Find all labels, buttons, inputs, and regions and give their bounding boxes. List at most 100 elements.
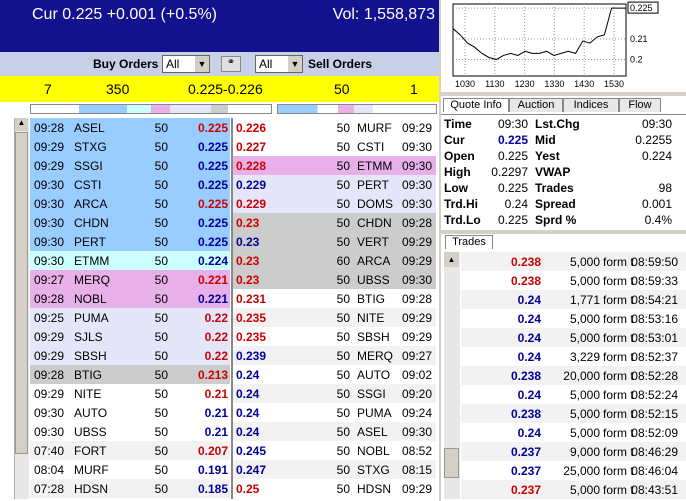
time: 08:52	[401, 444, 432, 458]
buy-row: 09:29 SBSH 50 0.22	[30, 346, 230, 365]
sell-filter[interactable]: All ▼	[255, 55, 303, 73]
trade-row: 0.238 5,000 form t 08:59:33	[461, 271, 686, 290]
time: 09:28	[401, 216, 432, 230]
x-tick-label: 1230	[515, 79, 535, 89]
size: 50	[336, 216, 350, 230]
time: 08:52:24	[631, 388, 678, 402]
price: 0.24	[236, 368, 260, 382]
price: 0.213	[197, 368, 228, 382]
trade-row: 0.238 5,000 form t 08:52:15	[461, 404, 686, 423]
quote-label: Lst.Chg	[535, 117, 580, 131]
size: 50	[336, 178, 350, 192]
buy-row: 09:25 PUMA 50 0.22	[30, 308, 230, 327]
price: 0.24	[517, 426, 541, 440]
sell-row: 0.25 50 HDSN 09:29	[233, 479, 436, 498]
size: 50	[154, 273, 168, 287]
price: 0.21	[204, 425, 228, 439]
market-maker: ASEL	[74, 121, 105, 135]
size: 1,771	[569, 293, 600, 307]
buy-filter-text: All	[166, 57, 180, 71]
scrollbar[interactable]: ▲	[444, 252, 460, 499]
price: 0.191	[197, 463, 228, 477]
price: 0.24	[517, 312, 541, 326]
scrollbar[interactable]: ▲	[14, 118, 29, 499]
size: 5,000	[569, 426, 600, 440]
scroll-up[interactable]: ▲	[444, 252, 459, 267]
size: 50	[154, 406, 168, 420]
price: 0.228	[236, 159, 267, 173]
time: 08:54:21	[631, 293, 678, 307]
size: 50	[154, 368, 168, 382]
sell-row: 0.24 50 SSGI 09:20	[233, 384, 436, 403]
time: 09:29	[401, 482, 432, 496]
buy-row: 09:30 AUTO 50 0.21	[30, 403, 230, 422]
sell-row: 0.23 50 VERT 09:29	[233, 232, 436, 251]
time: 08:52:37	[631, 350, 678, 364]
time: 09:30	[401, 273, 432, 287]
link-button[interactable]: ⚭	[221, 56, 241, 72]
header: Cur 0.225 +0.001 (+0.5%) Vol: 1,558,873	[0, 0, 439, 52]
trade-row: 0.237 5,000 form t 08:43:51	[461, 480, 686, 499]
sell-row: 0.247 50 STXG 08:15	[233, 460, 436, 479]
trade-row: 0.24 5,000 form t 08:52:24	[461, 385, 686, 404]
market-maker: CSTI	[74, 178, 102, 192]
scroll-thumb[interactable]	[15, 132, 28, 454]
buy-row: 09:29 NITE 50 0.21	[30, 384, 230, 403]
quote-label: Trd.Hi	[444, 197, 479, 211]
size: 50	[154, 482, 168, 496]
quote-label: Trd.Lo	[444, 213, 481, 227]
price: 0.227	[236, 140, 267, 154]
quote-label: Sprd %	[535, 213, 577, 227]
buy-label: Buy Orders	[93, 57, 159, 71]
scroll-up[interactable]: ▲	[15, 118, 28, 131]
condition: form t	[603, 312, 634, 326]
price: 0.24	[236, 387, 260, 401]
size: 50	[154, 254, 168, 268]
market-maker: STXG	[74, 140, 107, 154]
scroll-thumb[interactable]	[444, 448, 459, 478]
price: 0.24	[236, 406, 260, 420]
order-book: Cur 0.225 +0.001 (+0.5%) Vol: 1,558,873 …	[0, 0, 439, 501]
size: 50	[154, 216, 168, 230]
quote-value: 0.001	[641, 197, 672, 211]
price: 0.238	[510, 255, 541, 269]
tab[interactable]: Indices	[563, 98, 619, 112]
sell-row: 0.23 60 ARCA 09:29	[233, 251, 436, 270]
buy-row: 09:30 ARCA 50 0.225	[30, 194, 230, 213]
sell-count: 1	[410, 81, 418, 97]
dropdown[interactable]: ▼	[195, 56, 209, 72]
x-tick-label: 1330	[544, 79, 564, 89]
last-price-box	[627, 1, 659, 14]
trade-row: 0.24 1,771 form t 08:54:21	[461, 290, 686, 309]
market-maker: HDSN	[74, 482, 109, 496]
time: 09:29	[34, 349, 65, 363]
buy-row: 07:40 FORT 50 0.207	[30, 441, 230, 460]
tab[interactable]: Quote Info	[443, 98, 509, 112]
buy-row: 09:28 ASEL 50 0.225	[30, 118, 230, 137]
market-maker: BTIG	[74, 368, 103, 382]
market-maker: ETMM	[74, 254, 110, 268]
market-maker: AUTO	[74, 406, 108, 420]
time: 08:43:51	[631, 483, 678, 497]
buy-filter[interactable]: All ▼	[162, 55, 210, 73]
size: 5,000	[569, 331, 600, 345]
market-maker: AUTO	[357, 368, 391, 382]
size: 50	[336, 159, 350, 173]
tab[interactable]: Auction	[509, 98, 563, 112]
tab[interactable]: Flow	[619, 98, 661, 112]
quote-label: Cur	[444, 133, 465, 147]
time: 08:53:01	[631, 331, 678, 345]
quote-value: 0.225	[497, 181, 528, 195]
price: 0.237	[510, 483, 541, 497]
quote-value: 0.4%	[644, 213, 672, 227]
market-maker: CHDN	[357, 216, 392, 230]
time: 09:30	[34, 178, 65, 192]
quote-label: Mid	[535, 133, 556, 147]
trades-tab[interactable]: Trades	[445, 235, 493, 249]
trade-row: 0.237 9,000 form t 08:46:29	[461, 442, 686, 461]
dropdown[interactable]: ▼	[288, 56, 302, 72]
time: 09:30	[401, 140, 432, 154]
size: 60	[336, 254, 350, 268]
condition: form t	[603, 255, 634, 269]
price: 0.239	[236, 349, 267, 363]
